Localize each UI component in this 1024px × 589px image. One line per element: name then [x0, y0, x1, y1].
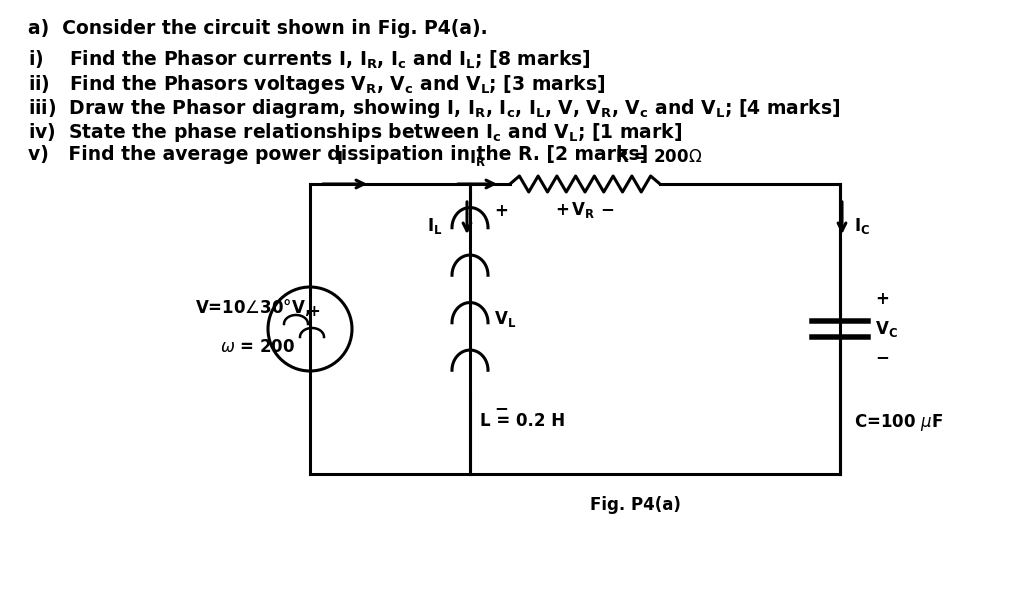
Text: R = 200$\Omega$: R = 200$\Omega$	[615, 148, 702, 166]
Text: +: +	[874, 290, 889, 308]
Text: I: I	[337, 150, 343, 168]
Text: iv)  State the phase relationships between $\bf{I_c}$ and $\bf{V_L}$; [1 mark]: iv) State the phase relationships betwee…	[28, 121, 682, 144]
Text: C=100 $\mu$F: C=100 $\mu$F	[854, 412, 943, 433]
Text: L = 0.2 H: L = 0.2 H	[480, 412, 565, 430]
Text: i)    Find the Phasor currents $\bf{I}$, $\bf{I_R}$, $\bf{I_c}$ and $\bf{I_L}$; : i) Find the Phasor currents $\bf{I}$, $\…	[28, 49, 591, 71]
Text: V=10$\angle$30°V,: V=10$\angle$30°V,	[195, 296, 310, 317]
Text: a)  Consider the circuit shown in Fig. P4(a).: a) Consider the circuit shown in Fig. P4…	[28, 19, 487, 38]
Text: $\mathbf{I_R}$: $\mathbf{I_R}$	[469, 148, 486, 168]
Text: Fig. P4(a): Fig. P4(a)	[590, 496, 680, 514]
Text: +: +	[307, 303, 321, 319]
Text: iii)  Draw the Phasor diagram, showing $\bf{I}$, $\bf{I_R}$, $\bf{I_c}$, $\bf{I_: iii) Draw the Phasor diagram, showing $\…	[28, 97, 841, 120]
Text: $\mathbf{V_L}$: $\mathbf{V_L}$	[494, 309, 516, 329]
Text: ii)   Find the Phasors voltages $\bf{V_R}$, $\bf{V_c}$ and $\bf{V_L}$; [3 marks]: ii) Find the Phasors voltages $\bf{V_R}$…	[28, 73, 605, 96]
Text: −: −	[494, 399, 508, 417]
Text: v)   Find the average power dissipation in the R. [2 marks]: v) Find the average power dissipation in…	[28, 145, 648, 164]
Text: $\mathbf{V_C}$: $\mathbf{V_C}$	[874, 319, 898, 339]
Text: −: −	[874, 348, 889, 366]
Text: $\omega$ = 200: $\omega$ = 200	[220, 338, 295, 356]
Text: $\mathbf{+\,V_R\,-}$: $\mathbf{+\,V_R\,-}$	[555, 200, 614, 220]
Text: +: +	[494, 202, 508, 220]
Text: $\mathbf{I_L}$: $\mathbf{I_L}$	[427, 216, 442, 236]
Text: $\mathbf{I_C}$: $\mathbf{I_C}$	[854, 216, 870, 236]
